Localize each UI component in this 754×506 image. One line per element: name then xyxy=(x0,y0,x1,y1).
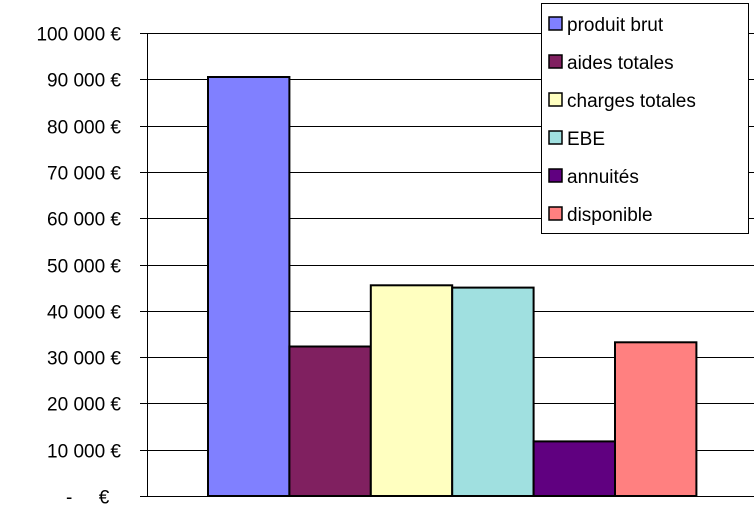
y-tick-label: 10 000 € xyxy=(47,442,121,463)
legend-swatch xyxy=(548,130,563,145)
bar-annuités xyxy=(532,440,616,497)
y-tick-label: 40 000 € xyxy=(47,303,121,324)
legend-label: annuités xyxy=(567,167,639,188)
legend: produit brut aides totales charges totales… xyxy=(541,3,749,234)
y-tick-label: 100 000 € xyxy=(36,25,121,46)
legend-swatch xyxy=(548,206,563,221)
legend-box xyxy=(541,3,749,234)
legend-label: charges totales xyxy=(567,91,696,112)
legend-swatch xyxy=(548,168,563,183)
bar-aides-totales xyxy=(288,345,372,497)
y-tick-label: 50 000 € xyxy=(47,257,121,278)
legend-label: aides totales xyxy=(567,53,674,74)
legend-swatch xyxy=(548,54,563,69)
legend-label: produit brut xyxy=(567,15,664,36)
legend-label: EBE xyxy=(567,129,605,150)
y-axis: - € 10 000 € 20 000 € 30 000 € 40 000 € 50 00… xyxy=(36,25,754,506)
legend-swatch xyxy=(548,16,563,31)
legend-label: disponible xyxy=(567,205,653,226)
y-tick-label: 70 000 € xyxy=(47,164,121,185)
y-tick-label: - € xyxy=(66,488,110,506)
y-tick-label: 90 000 € xyxy=(47,71,121,92)
bar-EBE xyxy=(451,286,535,497)
y-tick-label: 30 000 € xyxy=(47,349,121,370)
bars xyxy=(207,76,698,497)
bar-disponible xyxy=(614,341,698,497)
y-tick-label: 20 000 € xyxy=(47,395,121,416)
y-tick-label: 60 000 € xyxy=(47,210,121,231)
bar-charges-totales xyxy=(369,284,454,497)
y-tick-label: 80 000 € xyxy=(47,118,121,139)
legend-swatch xyxy=(548,92,563,107)
bar-produit-brut xyxy=(207,76,291,497)
